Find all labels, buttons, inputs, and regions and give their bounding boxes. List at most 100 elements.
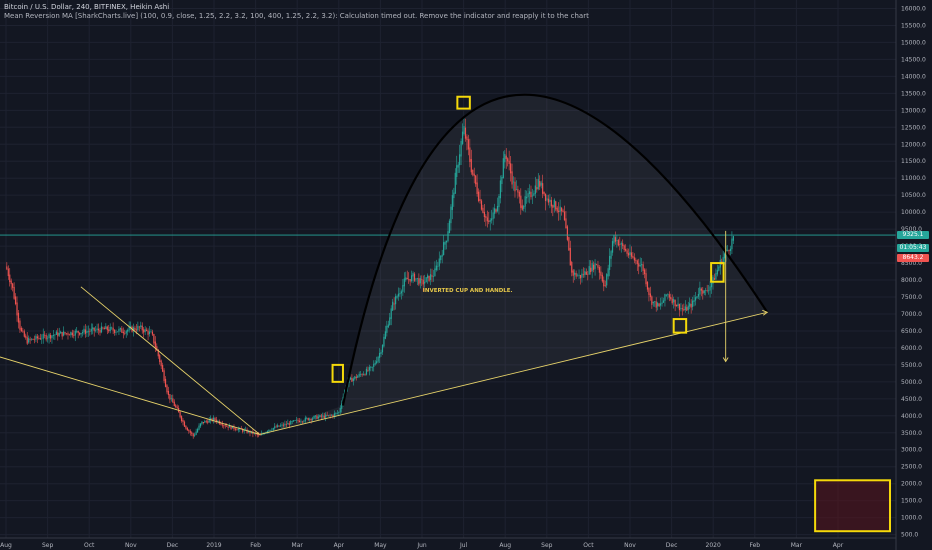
- candle-body: [441, 254, 443, 257]
- candle-body: [566, 226, 568, 240]
- candle-body: [543, 191, 545, 195]
- candle-body: [662, 300, 665, 303]
- candle-body: [553, 199, 555, 208]
- candle-body: [374, 362, 376, 365]
- price-tick-label: 6500.0: [901, 328, 922, 335]
- price-tick-label: 3500.0: [901, 430, 922, 437]
- candle-body: [505, 155, 507, 159]
- time-tick-label: Sep: [541, 542, 553, 549]
- candle-body: [626, 250, 628, 254]
- candle-body: [560, 207, 563, 212]
- candle-body: [115, 331, 117, 333]
- candle-body: [673, 299, 675, 303]
- time-tick-label: Oct: [583, 542, 594, 549]
- price-tick-label: 500.0: [901, 532, 918, 539]
- candle-body: [396, 296, 398, 298]
- candle-body: [502, 158, 504, 179]
- candle-body: [282, 424, 285, 426]
- candle-body: [354, 376, 356, 380]
- candle-body: [526, 196, 528, 199]
- price-tick-label: 15500.0: [901, 22, 926, 29]
- candle-body: [364, 374, 366, 375]
- trendline: [0, 356, 260, 435]
- highlight-box[interactable]: [456, 95, 471, 110]
- candle-body: [655, 301, 657, 308]
- candle-body: [422, 279, 424, 285]
- candle-body: [584, 271, 586, 275]
- candle-body: [606, 274, 608, 286]
- candle-body: [164, 378, 167, 387]
- candle-body: [221, 424, 223, 426]
- highlight-box[interactable]: [710, 262, 725, 283]
- candle-body: [627, 253, 630, 256]
- candle-body: [105, 326, 107, 330]
- time-tick-label: Sep: [42, 542, 54, 549]
- candle-body: [370, 366, 372, 368]
- price-axis[interactable]: 500.0 1000.0 1500.0 2000.0 2500.0 3000.0 3500.…: [895, 0, 926, 550]
- candle-body: [568, 237, 570, 251]
- candle-body: [154, 341, 156, 348]
- candle-body: [684, 306, 686, 311]
- price-tag: 9325.1: [897, 231, 929, 240]
- candle-body: [288, 423, 290, 425]
- candle-body: [469, 147, 471, 162]
- candle-body: [622, 243, 624, 247]
- price-tick-label: 14500.0: [901, 56, 926, 63]
- candle-body: [696, 296, 698, 298]
- candle-body: [95, 329, 97, 331]
- time-axis[interactable]: Aug Sep Oct Nov Dec 2019 Feb Mar Apr May Jun Jul Aug…: [0, 537, 896, 549]
- highlight-box[interactable]: [331, 363, 344, 383]
- candle-body: [328, 414, 330, 416]
- candle-body: [461, 131, 464, 145]
- candle-body: [641, 264, 643, 266]
- candle-body: [578, 274, 580, 276]
- candle-body: [493, 208, 496, 214]
- candle-body: [188, 429, 190, 432]
- time-tick-label: Apr: [334, 542, 345, 549]
- candle-body: [30, 338, 33, 340]
- candle-body: [454, 172, 456, 194]
- candle-body: [307, 417, 309, 421]
- candle-body: [290, 421, 292, 425]
- highlight-box[interactable]: [814, 479, 891, 533]
- candle-body: [361, 374, 363, 376]
- candle-body: [638, 263, 640, 267]
- candle-body: [125, 331, 127, 334]
- highlight-boxes[interactable]: [331, 95, 891, 533]
- candle-body: [445, 240, 448, 243]
- candle-body: [172, 398, 174, 403]
- cup-fill: [259, 94, 768, 435]
- candle-body: [83, 328, 85, 333]
- candle-body: [301, 421, 303, 423]
- candle-body: [349, 377, 352, 380]
- price-tick-label: 12500.0: [901, 124, 926, 131]
- candle-body: [373, 363, 375, 367]
- candle-body: [558, 210, 560, 212]
- candle-body: [448, 220, 451, 234]
- candle-body: [472, 169, 474, 175]
- candle-body: [156, 346, 158, 351]
- chart-legend: Bitcoin / U.S. Dollar, 240, BITFINEX, He…: [4, 3, 589, 21]
- candle-body: [16, 302, 18, 316]
- candle-body: [489, 220, 491, 222]
- candle-body: [367, 370, 369, 371]
- candle-body: [552, 205, 554, 208]
- candle-body: [729, 248, 732, 251]
- price-tick-label: 8500.0: [901, 260, 922, 267]
- candle-body: [453, 192, 455, 199]
- candle-body: [521, 205, 523, 210]
- candle-body: [632, 255, 634, 258]
- candle-body: [271, 429, 273, 431]
- candle-body: [28, 338, 30, 343]
- candle-body: [646, 282, 649, 290]
- candle-body: [380, 351, 382, 354]
- candle-body: [610, 251, 612, 259]
- candle-body: [335, 412, 337, 414]
- candle-body: [528, 191, 531, 194]
- cup-area: [259, 94, 768, 435]
- highlight-box[interactable]: [672, 318, 688, 334]
- candle-body: [405, 277, 407, 281]
- candle-body: [437, 266, 439, 267]
